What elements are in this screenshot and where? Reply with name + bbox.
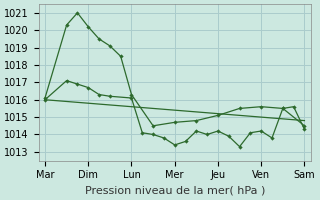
X-axis label: Pression niveau de la mer( hPa ): Pression niveau de la mer( hPa ) [84,186,265,196]
